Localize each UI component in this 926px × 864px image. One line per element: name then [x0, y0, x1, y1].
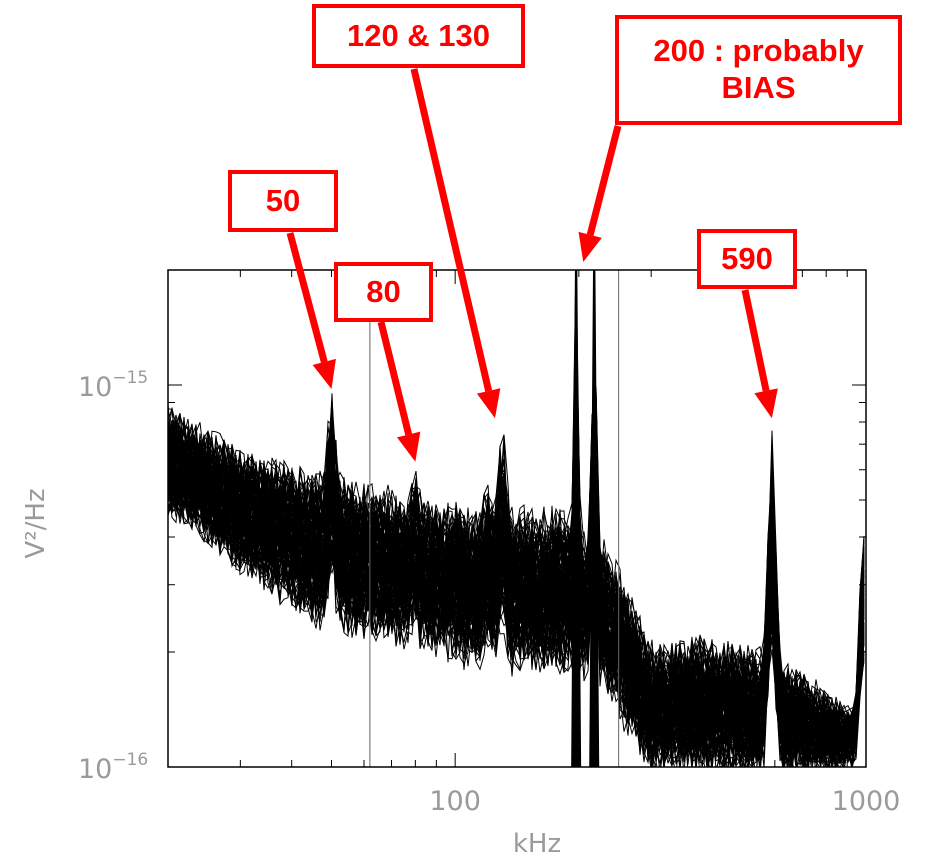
y-axis-label: V²/Hz: [21, 488, 51, 558]
y-tick-label: 10−16: [78, 750, 148, 785]
annotation-arrow: [286, 232, 328, 363]
y-tick-exponent: −16: [112, 750, 148, 770]
spectrum-trace: [168, 437, 865, 757]
annotation-120-130: 120 & 130: [312, 4, 525, 68]
annotation-arrowhead: [578, 231, 602, 262]
spectrum-trace: [168, 319, 865, 732]
annotation-arrow: [410, 68, 493, 392]
annotation-arrowhead: [476, 388, 501, 419]
spectrum-traces: [168, 270, 865, 767]
annotation-50: 50: [228, 170, 338, 232]
annotation-arrows: [286, 68, 778, 462]
y-tick-label: 10−15: [78, 368, 148, 403]
annotation-arrow: [586, 125, 622, 236]
spectrum-trace: [168, 449, 865, 764]
spectrum-trace: [168, 317, 865, 727]
annotation-arrowhead: [754, 388, 778, 419]
annotation-200-bias: 200 : probably BIAS: [615, 15, 902, 125]
annotation-arrow: [377, 321, 413, 436]
annotation-arrow: [741, 289, 770, 392]
bias-peak: [589, 270, 600, 767]
spectrum-trace: [168, 326, 865, 730]
bias-peak: [571, 270, 582, 767]
x-tick-label: 1000: [832, 786, 901, 817]
annotation-arrowhead: [312, 358, 336, 390]
annotation-80: 80: [334, 262, 433, 322]
spectrum-trace: [168, 270, 865, 728]
spectrum-trace: [168, 282, 865, 736]
y-tick-exponent: −15: [112, 368, 148, 388]
reference-lines: [369, 270, 620, 767]
annotation-arrowhead: [397, 431, 421, 462]
x-axis-label: kHz: [513, 829, 561, 859]
spectrum-trace: [168, 303, 865, 729]
plot-frame: [167, 269, 867, 768]
annotation-590: 590: [697, 229, 797, 289]
x-tick-label: 100: [429, 786, 481, 817]
